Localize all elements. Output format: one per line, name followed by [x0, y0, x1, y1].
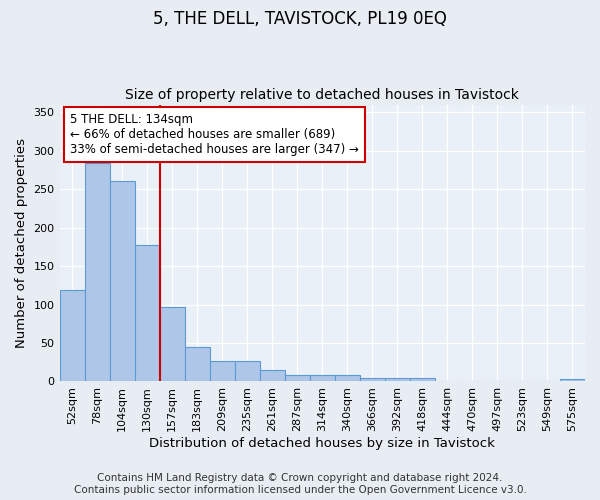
Text: 5 THE DELL: 134sqm
← 66% of detached houses are smaller (689)
33% of semi-detach: 5 THE DELL: 134sqm ← 66% of detached hou… — [70, 113, 359, 156]
Bar — [209, 360, 235, 382]
Bar — [235, 360, 260, 382]
Text: 5, THE DELL, TAVISTOCK, PL19 0EQ: 5, THE DELL, TAVISTOCK, PL19 0EQ — [153, 10, 447, 28]
Bar — [110, 182, 134, 382]
Bar — [260, 370, 285, 382]
Bar — [185, 347, 209, 382]
Bar — [310, 376, 335, 382]
Bar — [85, 163, 110, 382]
Bar — [410, 378, 435, 382]
Bar — [560, 379, 585, 382]
Bar — [335, 376, 360, 382]
Y-axis label: Number of detached properties: Number of detached properties — [15, 138, 28, 348]
Text: Contains HM Land Registry data © Crown copyright and database right 2024.
Contai: Contains HM Land Registry data © Crown c… — [74, 474, 526, 495]
Bar — [59, 290, 85, 382]
Bar — [385, 378, 410, 382]
Bar — [285, 376, 310, 382]
Title: Size of property relative to detached houses in Tavistock: Size of property relative to detached ho… — [125, 88, 519, 102]
Bar — [160, 307, 185, 382]
X-axis label: Distribution of detached houses by size in Tavistock: Distribution of detached houses by size … — [149, 437, 495, 450]
Bar — [134, 246, 160, 382]
Bar — [360, 378, 385, 382]
